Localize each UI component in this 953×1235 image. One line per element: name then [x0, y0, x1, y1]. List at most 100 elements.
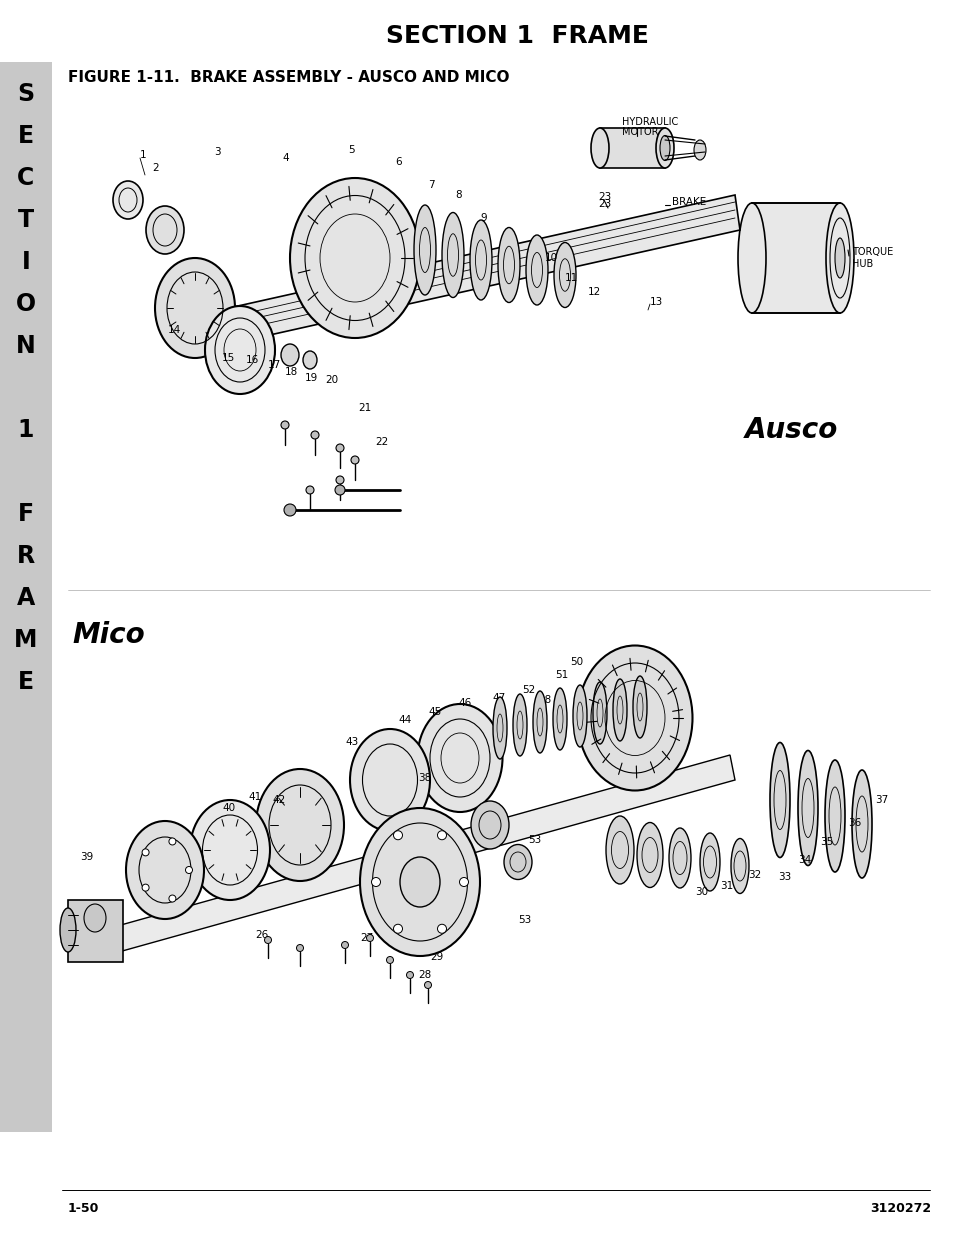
- Text: 49: 49: [579, 683, 593, 693]
- Ellipse shape: [590, 128, 608, 168]
- Ellipse shape: [350, 729, 430, 831]
- Text: 48: 48: [537, 695, 551, 705]
- Ellipse shape: [656, 128, 673, 168]
- Ellipse shape: [84, 904, 106, 932]
- Ellipse shape: [730, 839, 748, 893]
- Text: 23: 23: [598, 199, 611, 209]
- Text: 39: 39: [80, 852, 93, 862]
- Text: 12: 12: [587, 287, 600, 296]
- Text: SECTION 1  FRAME: SECTION 1 FRAME: [385, 23, 648, 48]
- Text: E: E: [18, 671, 34, 694]
- Ellipse shape: [437, 831, 446, 840]
- Text: FIGURE 1-11.  BRAKE ASSEMBLY - AUSCO AND MICO: FIGURE 1-11. BRAKE ASSEMBLY - AUSCO AND …: [68, 70, 509, 85]
- Text: 40: 40: [222, 803, 234, 813]
- Ellipse shape: [335, 475, 344, 484]
- Text: T: T: [18, 207, 34, 232]
- Text: 35: 35: [820, 837, 832, 847]
- Ellipse shape: [335, 445, 344, 452]
- Text: 14: 14: [168, 325, 181, 335]
- Text: S: S: [17, 82, 34, 106]
- Ellipse shape: [264, 936, 272, 944]
- Ellipse shape: [497, 227, 519, 303]
- Text: 7: 7: [428, 180, 435, 190]
- Text: 37: 37: [874, 795, 887, 805]
- Ellipse shape: [573, 685, 586, 747]
- Ellipse shape: [306, 487, 314, 494]
- Ellipse shape: [441, 212, 463, 298]
- Text: 13: 13: [649, 296, 662, 308]
- Text: 28: 28: [417, 969, 431, 981]
- Ellipse shape: [341, 941, 348, 948]
- Text: 3: 3: [213, 147, 220, 157]
- Ellipse shape: [613, 679, 626, 741]
- Ellipse shape: [205, 306, 274, 394]
- Ellipse shape: [371, 878, 380, 887]
- Text: 53: 53: [517, 915, 531, 925]
- Text: 51: 51: [555, 671, 568, 680]
- Bar: [0, 62, 52, 1132]
- Text: 2: 2: [152, 163, 158, 173]
- Text: Mico: Mico: [71, 621, 145, 650]
- Ellipse shape: [386, 956, 393, 963]
- Text: 46: 46: [457, 698, 471, 708]
- Polygon shape: [220, 195, 740, 345]
- Ellipse shape: [142, 848, 149, 856]
- Ellipse shape: [185, 867, 193, 873]
- Ellipse shape: [399, 857, 439, 906]
- Ellipse shape: [553, 688, 566, 750]
- Text: 36: 36: [847, 818, 861, 827]
- Ellipse shape: [284, 504, 295, 516]
- Ellipse shape: [303, 351, 316, 369]
- Ellipse shape: [577, 646, 692, 790]
- Text: 19: 19: [305, 373, 318, 383]
- Text: 10: 10: [544, 253, 558, 263]
- Ellipse shape: [797, 751, 817, 866]
- Ellipse shape: [424, 982, 431, 988]
- Text: I: I: [22, 249, 30, 274]
- Text: 20: 20: [325, 375, 337, 385]
- Text: 9: 9: [479, 212, 486, 224]
- Ellipse shape: [60, 908, 76, 952]
- Text: 30: 30: [695, 887, 707, 897]
- Text: 8: 8: [455, 190, 461, 200]
- Ellipse shape: [190, 800, 270, 900]
- Ellipse shape: [459, 878, 468, 887]
- Text: 29: 29: [430, 952, 443, 962]
- Ellipse shape: [290, 178, 419, 338]
- Ellipse shape: [605, 816, 634, 884]
- Text: MOTOR: MOTOR: [621, 127, 658, 137]
- Ellipse shape: [154, 258, 234, 358]
- Text: C: C: [17, 165, 34, 190]
- Text: N: N: [16, 333, 36, 358]
- Text: 11: 11: [564, 273, 578, 283]
- Text: A: A: [17, 585, 35, 610]
- Text: 27: 27: [359, 932, 373, 944]
- Ellipse shape: [112, 182, 143, 219]
- Text: HYDRAULIC: HYDRAULIC: [621, 117, 678, 127]
- Ellipse shape: [470, 220, 492, 300]
- Polygon shape: [85, 755, 734, 960]
- Text: 15: 15: [222, 353, 235, 363]
- Bar: [68, 900, 123, 962]
- Text: 1: 1: [140, 149, 147, 161]
- Text: E: E: [18, 124, 34, 148]
- Ellipse shape: [769, 742, 789, 857]
- Ellipse shape: [471, 802, 509, 848]
- Text: TORQUE: TORQUE: [851, 247, 892, 257]
- Text: 3120272: 3120272: [869, 1202, 930, 1214]
- Text: 6: 6: [395, 157, 401, 167]
- Text: 52: 52: [521, 685, 535, 695]
- Bar: [751, 203, 840, 312]
- Ellipse shape: [414, 205, 436, 295]
- Ellipse shape: [281, 345, 298, 366]
- Text: 50: 50: [569, 657, 582, 667]
- Ellipse shape: [700, 832, 720, 890]
- Text: R: R: [17, 543, 35, 568]
- Text: 53: 53: [527, 835, 540, 845]
- Ellipse shape: [633, 676, 646, 739]
- Text: Ausco: Ausco: [744, 416, 838, 445]
- Ellipse shape: [126, 821, 204, 919]
- Ellipse shape: [335, 485, 345, 495]
- Ellipse shape: [503, 845, 532, 879]
- Ellipse shape: [393, 831, 402, 840]
